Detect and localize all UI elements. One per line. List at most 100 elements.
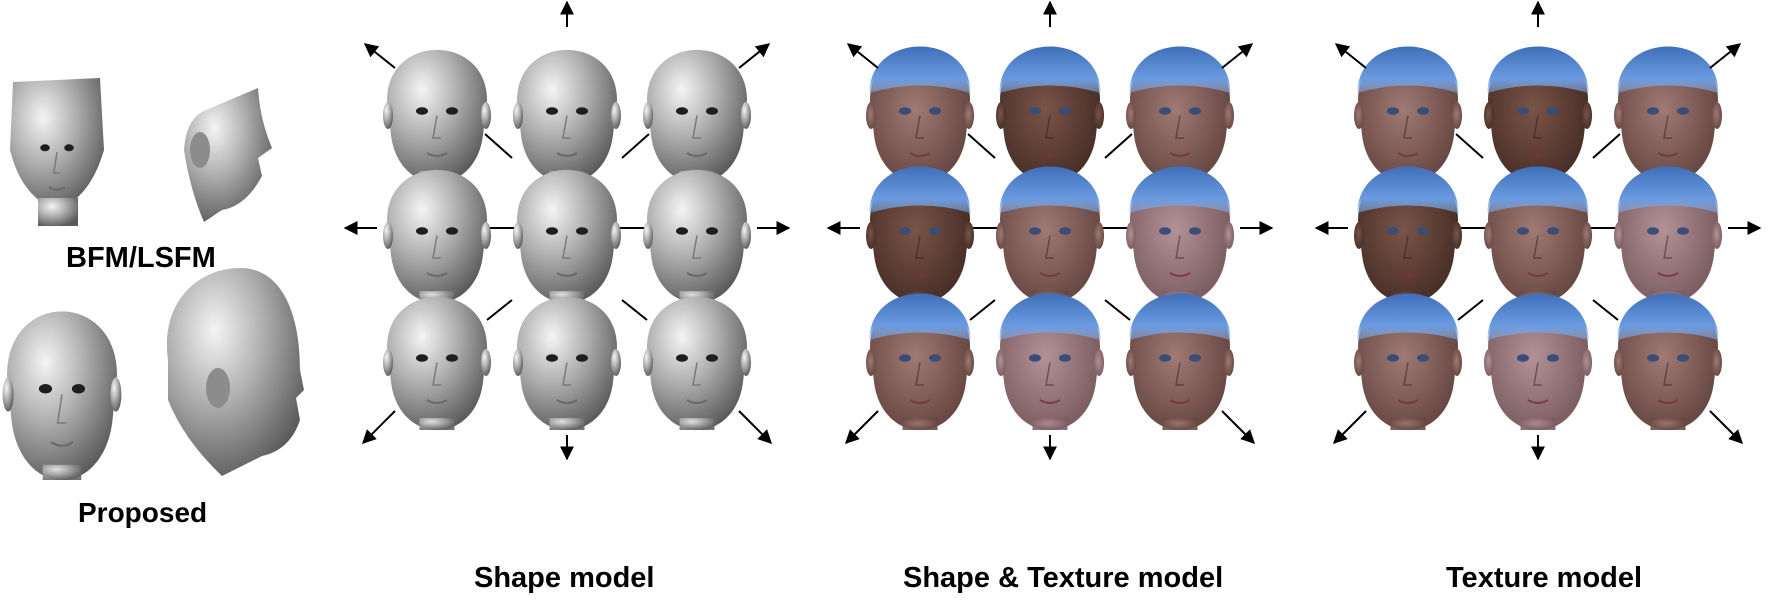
ear-right <box>1712 102 1722 129</box>
proposed-label: Proposed <box>78 497 208 528</box>
eye-right <box>1189 227 1201 235</box>
ear-left <box>643 222 653 249</box>
eye-left <box>1159 354 1171 362</box>
eye-left <box>1159 107 1171 115</box>
blue-cap <box>1357 166 1459 213</box>
direction-arrow <box>1709 410 1743 444</box>
eye-left <box>899 227 911 235</box>
eye-right <box>1059 227 1071 235</box>
connector-line <box>967 133 996 159</box>
head-surface <box>10 78 104 210</box>
connector-line <box>1104 299 1131 321</box>
textured-head <box>996 293 1104 430</box>
ear-left <box>1126 222 1136 249</box>
eye-right <box>706 107 718 115</box>
mouth <box>1397 152 1419 157</box>
mouth <box>1169 399 1191 404</box>
eye-left <box>676 107 688 115</box>
ear-left <box>513 102 523 129</box>
textured-head <box>1614 293 1722 430</box>
eye-left <box>416 107 428 115</box>
connector-line <box>1592 133 1621 159</box>
nose <box>915 235 924 259</box>
eye-left <box>1387 354 1399 362</box>
gray-head <box>383 49 491 183</box>
eye-right <box>1677 227 1689 235</box>
eye-left <box>1647 227 1659 235</box>
eye-left <box>1517 227 1529 235</box>
ear-left <box>383 349 393 376</box>
ear-left <box>996 222 1006 249</box>
direction-arrow <box>1334 43 1367 69</box>
ear-right <box>1224 349 1234 376</box>
ear-right <box>110 377 122 412</box>
shape-model-label: Shape model <box>474 562 655 594</box>
nose <box>1045 115 1054 139</box>
ear-right <box>481 102 491 129</box>
mouth <box>686 272 708 277</box>
ear-right <box>206 368 230 408</box>
blue-cap <box>869 46 971 93</box>
gray-head <box>513 49 621 183</box>
ear-right <box>964 222 974 249</box>
gray-head <box>513 296 621 430</box>
ear-left <box>866 102 876 129</box>
proposed-side-head <box>166 268 304 476</box>
mouth <box>556 399 578 404</box>
neck <box>679 418 715 430</box>
bfm-side-head <box>184 88 272 222</box>
ear-right <box>1094 222 1104 249</box>
textured-head <box>1614 46 1722 183</box>
connector-line <box>969 299 996 321</box>
bfm-front-head <box>10 78 104 226</box>
gray-head <box>643 49 751 183</box>
nose <box>56 394 67 424</box>
blue-cap <box>1129 46 1231 93</box>
textured-head <box>1484 166 1592 303</box>
eye-right <box>1059 107 1071 115</box>
direction-arrow <box>1709 43 1742 69</box>
ear-left <box>2 377 14 412</box>
neck <box>419 418 455 430</box>
direction-arrow <box>1333 410 1367 444</box>
ear-left <box>1354 222 1364 249</box>
eye-left <box>1029 227 1041 235</box>
ear-left <box>513 349 523 376</box>
ear-left <box>1614 102 1624 129</box>
textured-head <box>996 46 1104 183</box>
eye-right <box>1417 227 1429 235</box>
nose <box>692 115 701 139</box>
ear-right <box>1224 222 1234 249</box>
connector-line <box>621 299 648 321</box>
nose <box>1533 115 1542 139</box>
eye-left <box>1647 107 1659 115</box>
ear-left <box>1484 102 1494 129</box>
eye-left <box>1387 107 1399 115</box>
gray-head <box>383 296 491 430</box>
eye-left <box>1647 354 1659 362</box>
direction-arrow <box>1221 43 1254 69</box>
gray-head <box>643 169 751 303</box>
textured-head <box>1126 166 1234 303</box>
mouth <box>1039 272 1061 277</box>
eye-left <box>416 227 428 235</box>
eye-right <box>1547 354 1559 362</box>
mouth <box>1039 399 1061 404</box>
nose <box>562 115 571 139</box>
ear-right <box>964 349 974 376</box>
gray-head <box>513 169 621 303</box>
blue-cap <box>1617 166 1719 213</box>
ear-right <box>1452 222 1462 249</box>
ear-left <box>1126 102 1136 129</box>
eye-right <box>446 227 458 235</box>
ear-left <box>383 102 393 129</box>
ear-left <box>1354 102 1364 129</box>
textured-head <box>1354 293 1462 430</box>
ear-left <box>383 222 393 249</box>
mouth <box>1169 272 1191 277</box>
ear-right <box>611 349 621 376</box>
eye-right <box>576 227 588 235</box>
neck <box>42 464 82 480</box>
blue-cap <box>1357 293 1459 340</box>
eye-left <box>416 354 428 362</box>
